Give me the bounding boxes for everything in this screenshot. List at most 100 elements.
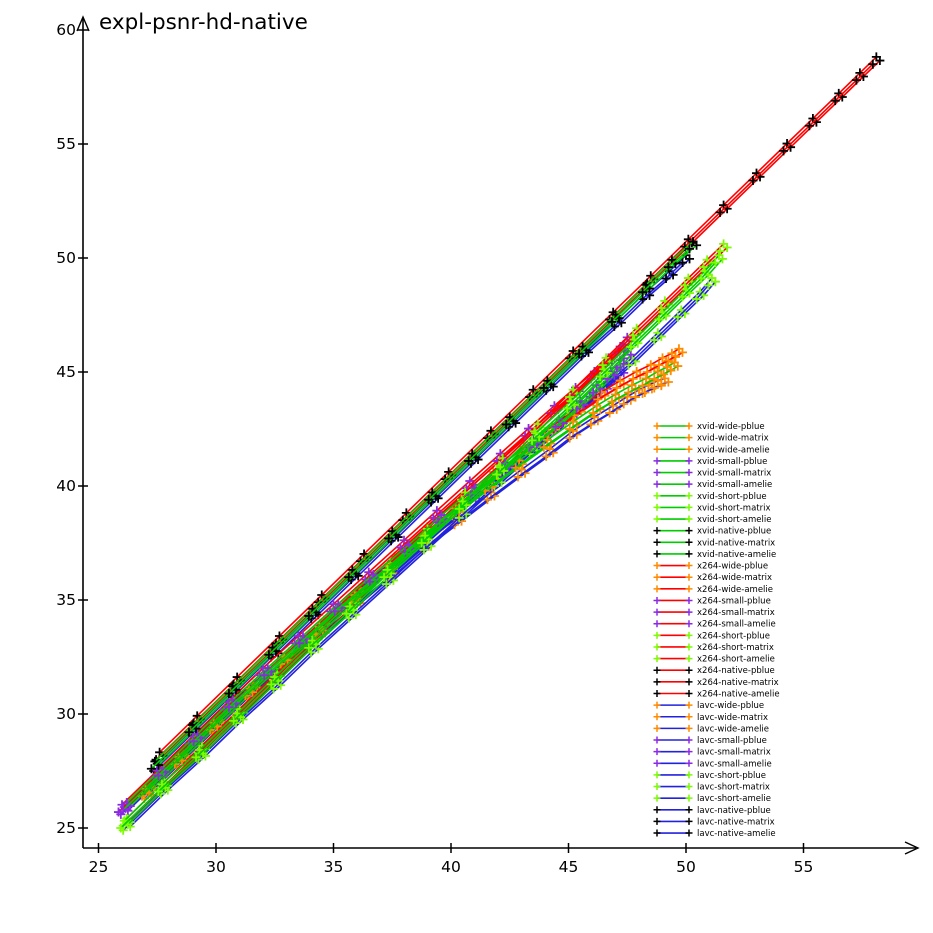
legend-label-lavc-wide-pblue: lavc-wide-pblue — [697, 701, 764, 711]
legend-marker-x264-short-amelie — [653, 655, 693, 663]
legend-label-x264-small-amelie: x264-small-amelie — [697, 620, 776, 630]
legend-label-xvid-small-pblue: xvid-small-pblue — [697, 457, 767, 467]
legend-label-lavc-wide-amelie: lavc-wide-amelie — [697, 724, 769, 734]
legend-marker-xvid-wide-amelie — [653, 445, 693, 453]
y-tick-label-25: 25 — [56, 819, 76, 837]
legend-marker-x264-wide-pblue — [653, 562, 693, 570]
series-markers-xvid-short-amelie — [116, 258, 720, 833]
legend-marker-xvid-small-matrix — [653, 469, 693, 477]
legend-label-x264-wide-amelie: x264-wide-amelie — [697, 585, 773, 595]
legend-marker-lavc-wide-matrix — [653, 713, 693, 721]
y-tick-label-30: 30 — [56, 705, 76, 723]
legend-marker-x264-wide-amelie — [653, 585, 693, 593]
legend-marker-xvid-small-amelie — [653, 480, 693, 488]
series-line-xvid-native-amelie — [150, 248, 691, 770]
legend-marker-x264-native-amelie — [653, 689, 693, 697]
legend-label-xvid-native-pblue: xvid-native-pblue — [697, 527, 771, 537]
series-line-x264-short-pblue — [126, 243, 725, 819]
legend-marker-x264-wide-matrix — [653, 573, 693, 581]
legend-label-lavc-native-pblue: lavc-native-pblue — [697, 806, 771, 816]
legend-marker-xvid-small-pblue — [653, 457, 693, 465]
legend-label-xvid-wide-pblue: xvid-wide-pblue — [697, 422, 765, 432]
y-tick-label-35: 35 — [56, 591, 76, 609]
legend-label-lavc-small-amelie: lavc-small-amelie — [697, 759, 772, 769]
x-tick-label-55: 55 — [794, 858, 814, 876]
legend-marker-x264-native-matrix — [653, 678, 693, 686]
legend-marker-xvid-native-matrix — [653, 538, 693, 546]
x-tick-label-45: 45 — [559, 858, 579, 876]
y-tick-label-40: 40 — [56, 477, 76, 495]
legend-label-xvid-short-matrix: xvid-short-matrix — [697, 503, 771, 513]
x-axis-arrow-icon — [904, 841, 920, 855]
legend-marker-lavc-native-matrix — [653, 817, 693, 825]
legend-label-xvid-small-amelie: xvid-small-amelie — [697, 480, 772, 490]
legend-label-xvid-wide-amelie: xvid-wide-amelie — [697, 445, 770, 455]
y-axis-arrow-icon — [76, 15, 90, 32]
legend-marker-lavc-wide-amelie — [653, 724, 693, 732]
legend-label-lavc-wide-matrix: lavc-wide-matrix — [697, 713, 768, 723]
series-markers-xvid-short-matrix — [123, 254, 727, 829]
legend-marker-lavc-native-amelie — [653, 829, 693, 837]
legend-label-x264-native-pblue: x264-native-pblue — [697, 666, 775, 676]
legend-label-x264-wide-pblue: x264-wide-pblue — [697, 562, 768, 572]
series-markers-xvid-native-matrix — [153, 240, 702, 770]
legend-label-lavc-short-matrix: lavc-short-matrix — [697, 783, 770, 793]
legend-label-xvid-small-matrix: xvid-small-matrix — [697, 469, 771, 479]
legend-label-x264-native-amelie: x264-native-amelie — [697, 689, 780, 699]
legend-label-lavc-small-matrix: lavc-small-matrix — [697, 748, 771, 758]
legend-marker-xvid-short-matrix — [653, 503, 693, 511]
legend-label-xvid-short-amelie: xvid-short-amelie — [697, 515, 771, 525]
legend-marker-lavc-short-matrix — [653, 783, 693, 791]
legend-label-lavc-native-matrix: lavc-native-matrix — [697, 817, 775, 827]
legend-label-x264-short-matrix: x264-short-matrix — [697, 643, 774, 653]
legend-marker-xvid-wide-matrix — [653, 434, 693, 442]
x-tick-label-40: 40 — [441, 858, 461, 876]
legend-label-x264-native-matrix: x264-native-matrix — [697, 678, 779, 688]
legend-marker-x264-small-matrix — [653, 608, 693, 616]
legend-label-x264-short-amelie: x264-short-amelie — [697, 655, 775, 665]
chart-title: expl-psnr-hd-native — [99, 10, 308, 35]
legend-marker-x264-short-matrix — [653, 643, 693, 651]
series-markers-xvid-native-amelie — [146, 244, 695, 774]
legend-marker-x264-small-amelie — [653, 620, 693, 628]
legend-marker-xvid-short-amelie — [653, 515, 693, 523]
legend-label-x264-short-pblue: x264-short-pblue — [697, 631, 770, 641]
y-tick-label-45: 45 — [56, 363, 76, 381]
legend-label-lavc-native-amelie: lavc-native-amelie — [697, 829, 776, 839]
legend-marker-x264-short-pblue — [653, 631, 693, 639]
legend-marker-lavc-wide-pblue — [653, 701, 693, 709]
legend-marker-xvid-native-amelie — [653, 550, 693, 558]
x-tick-label-25: 25 — [89, 858, 109, 876]
legend-marker-x264-native-pblue — [653, 666, 693, 674]
legend-marker-lavc-short-pblue — [653, 771, 693, 779]
series-markers-x264-native-matrix — [158, 56, 885, 761]
y-tick-label-60: 60 — [56, 21, 76, 39]
legend-label-xvid-wide-matrix: xvid-wide-matrix — [697, 434, 769, 444]
legend-marker-lavc-native-pblue — [653, 806, 693, 814]
legend-marker-xvid-short-pblue — [653, 492, 693, 500]
series-line-lavc-native-amelie — [153, 262, 684, 772]
series-line-xvid-native-pblue — [154, 240, 694, 762]
legend-marker-xvid-native-pblue — [653, 527, 693, 535]
series-line-xvid-native-matrix — [157, 244, 698, 766]
legend-marker-lavc-small-pblue — [653, 736, 693, 744]
y-tick-label-50: 50 — [56, 249, 76, 267]
series-markers-x264-native-pblue — [155, 52, 881, 757]
y-tick-label-55: 55 — [56, 135, 76, 153]
legend-label-xvid-native-matrix: xvid-native-matrix — [697, 538, 775, 548]
legend-label-xvid-short-pblue: xvid-short-pblue — [697, 492, 767, 502]
legend-label-lavc-short-amelie: lavc-short-amelie — [697, 794, 771, 804]
legend-marker-lavc-small-matrix — [653, 748, 693, 756]
x-tick-label-35: 35 — [324, 858, 344, 876]
legend-label-lavc-small-pblue: lavc-small-pblue — [697, 736, 767, 746]
legend-label-x264-small-pblue: x264-small-pblue — [697, 596, 771, 606]
legend-label-xvid-native-amelie: xvid-native-amelie — [697, 550, 776, 560]
x-tick-label-50: 50 — [676, 858, 696, 876]
x-tick-label-30: 30 — [206, 858, 226, 876]
legend-marker-lavc-small-amelie — [653, 759, 693, 767]
legend-marker-x264-small-pblue — [653, 596, 693, 604]
legend-label-lavc-short-pblue: lavc-short-pblue — [697, 771, 766, 781]
legend-label-x264-wide-matrix: x264-wide-matrix — [697, 573, 772, 583]
